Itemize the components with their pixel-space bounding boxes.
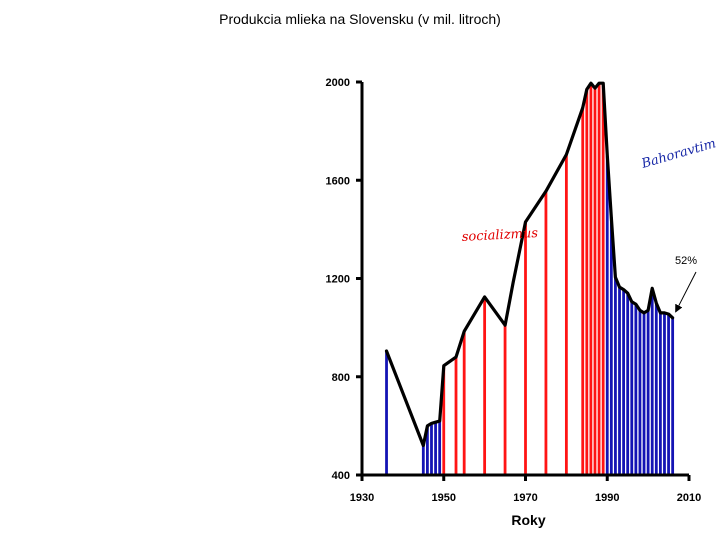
x-tick-label-1970: 1970 [513,492,537,504]
x-tick-label-1930: 1930 [350,492,374,504]
x-axis-title: Roky [511,512,545,528]
annotation-arrow [675,271,697,313]
y-tick-label-1200: 1200 [326,274,350,286]
axes-layer [356,80,697,481]
y-tick-label-400: 400 [332,470,350,482]
line-layer [384,81,675,448]
y-tick-label-1600: 1600 [326,175,350,187]
x-tick-label-1950: 1950 [432,492,456,504]
bars-layer [385,83,675,475]
y-tick-label-2000: 2000 [326,77,350,89]
chart-title: Produkcia mlieka na Slovensku (v mil. li… [219,11,501,27]
x-tick-label-2010: 2010 [677,492,701,504]
text-layer: 400 800 1200 1600 2000 1930 1950 1970 1990 2010 Ro… [326,77,718,528]
y-tick-label-800: 800 [332,372,350,384]
series-line [384,81,675,448]
x-tick-label-1990: 1990 [595,492,619,504]
annotation-52-percent: 52% [675,255,697,267]
handwritten-socializmus-label: socializmus [461,226,538,245]
handwritten-blue-label: Bahoravtim [639,136,718,172]
